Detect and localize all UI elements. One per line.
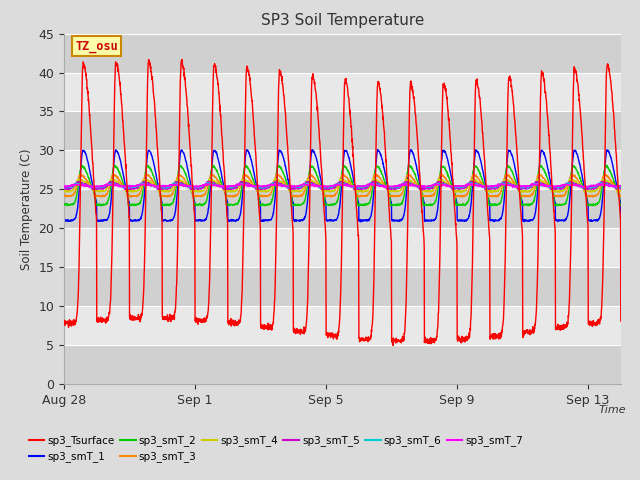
Bar [64,189,621,228]
Bar [64,345,621,384]
Title: SP3 Soil Temperature: SP3 Soil Temperature [260,13,424,28]
Y-axis label: Soil Temperature (C): Soil Temperature (C) [20,148,33,270]
Bar [64,228,621,267]
Bar [64,34,621,72]
Bar [64,111,621,150]
Text: TZ_osu: TZ_osu [75,40,118,53]
Bar [64,267,621,306]
Bar [64,72,621,111]
Text: Time: Time [599,405,627,415]
Bar [64,306,621,345]
Legend: sp3_Tsurface, sp3_smT_1, sp3_smT_2, sp3_smT_3, sp3_smT_4, sp3_smT_5, sp3_smT_6, : sp3_Tsurface, sp3_smT_1, sp3_smT_2, sp3_… [25,431,527,467]
Bar [64,150,621,189]
